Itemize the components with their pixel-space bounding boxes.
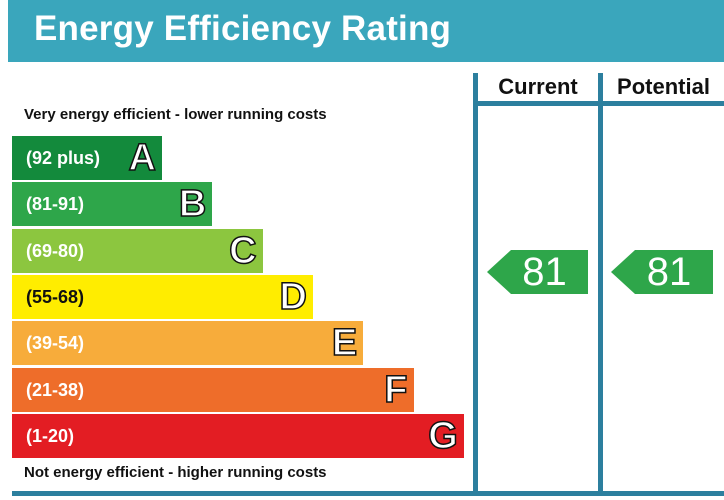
header-bar: Energy Efficiency Rating (8, 0, 724, 62)
caption-bottom: Not energy efficient - higher running co… (24, 464, 327, 481)
current-rating-arrow: 81 (487, 250, 588, 295)
band-f: (21-38) F (12, 367, 414, 412)
potential-rating-value: 81 (646, 250, 692, 295)
band-d: (55-68) D (12, 274, 313, 319)
potential-arrow-shape (611, 250, 713, 295)
band-range-label: (55-68) (26, 286, 85, 307)
bottom-border (12, 491, 724, 496)
band-range-label: (21-38) (26, 379, 85, 400)
band-b: (81-91) B (12, 182, 213, 227)
band-letter: E (331, 321, 358, 365)
potential-rating-arrow: 81 (611, 250, 713, 295)
chart-title: Energy Efficiency Rating (34, 9, 452, 48)
divider-left (473, 73, 478, 496)
band-e: (39-54) E (12, 321, 364, 366)
divider-middle (598, 73, 603, 496)
current-rating-value: 81 (522, 250, 567, 295)
current-arrow-shape (487, 250, 588, 295)
band-range-label: (69-80) (26, 240, 85, 261)
band-range-label: (92 plus) (26, 148, 101, 168)
band-letter: G (427, 414, 458, 458)
band-letter: F (384, 368, 409, 412)
band-letter: A (128, 136, 157, 180)
caption-top: Very energy efficient - lower running co… (24, 106, 327, 123)
band-g: (1-20) G (12, 413, 464, 458)
column-header-current: Current (498, 74, 578, 99)
band-letter: D (279, 275, 308, 319)
column-header-potential: Potential (617, 74, 710, 99)
band-letter: C (228, 229, 257, 273)
header-underline-current (478, 101, 598, 106)
band-range-label: (81-91) (26, 194, 85, 215)
band-range-label: (1-20) (26, 425, 75, 446)
band-c: (69-80) C (12, 228, 263, 273)
header-underline-potential (603, 101, 724, 106)
band-range-label: (39-54) (26, 333, 85, 354)
band-a: (92 plus) A (12, 136, 162, 180)
band-letter: B (178, 183, 207, 227)
